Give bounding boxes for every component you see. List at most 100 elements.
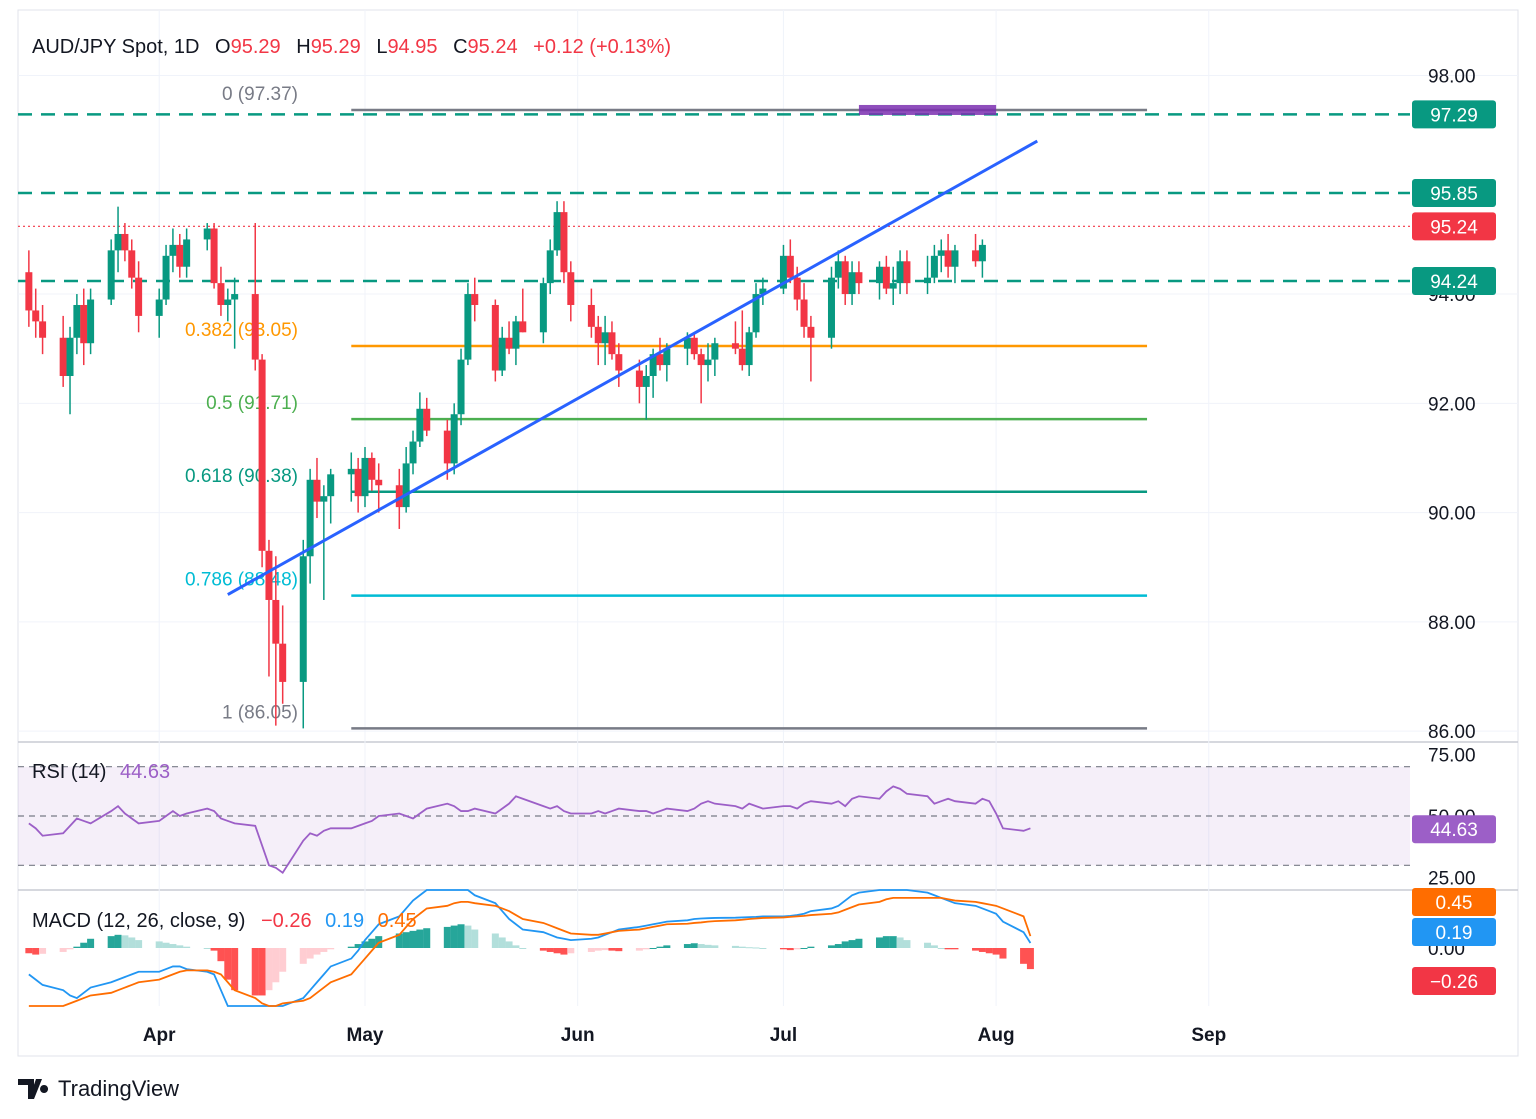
macd-hist-value: −0.26 xyxy=(261,910,312,932)
candle-body xyxy=(80,304,88,344)
candle-body xyxy=(395,485,403,508)
candle-body xyxy=(471,294,479,305)
macd-histogram-bar xyxy=(1026,948,1034,970)
candle-body xyxy=(73,304,81,338)
macd-histogram-bar xyxy=(642,948,650,950)
candle-body xyxy=(464,294,472,360)
macd-histogram-bar xyxy=(834,944,842,948)
macd-histogram-bar xyxy=(985,948,993,954)
candle-body xyxy=(155,299,163,316)
macd-line-tag: 0.19 xyxy=(1436,923,1473,944)
fib-level-label: 0 (97.37) xyxy=(222,84,298,105)
candle-body xyxy=(368,457,376,480)
candle-body xyxy=(505,337,513,349)
candle-body xyxy=(834,261,842,278)
candle-body xyxy=(519,321,527,333)
candle-body xyxy=(272,599,280,644)
candle-body xyxy=(498,337,506,371)
candle-body xyxy=(738,348,746,366)
fib-level-label: 0.382 (93.05) xyxy=(185,320,298,341)
macd-histogram-bar xyxy=(114,934,122,948)
price-tags: 97.29 95.85 95.24 94.24 44.63 0.45 0.19 −0.26 xyxy=(1412,100,1496,995)
macd-histogram-bar xyxy=(930,945,938,948)
candle-body xyxy=(663,348,671,366)
macd-histogram-bar xyxy=(848,940,856,948)
macd-histogram-bar xyxy=(594,948,602,951)
macd-histogram-bar xyxy=(704,944,712,948)
candle-body xyxy=(711,343,719,360)
macd-histogram-bar xyxy=(176,945,184,948)
macd-histogram-bar xyxy=(121,935,129,948)
rsi-value: 44.63 xyxy=(120,761,170,783)
candle-body xyxy=(608,332,616,355)
candle-body xyxy=(443,430,451,464)
candle-body xyxy=(176,244,184,267)
candle-body xyxy=(327,474,335,497)
candle-body xyxy=(183,239,191,267)
macd-histogram-bar xyxy=(553,948,561,954)
symbol-title: AUD/JPY Spot, 1D xyxy=(32,36,199,58)
candle-body xyxy=(546,250,554,284)
macd-hist-tag: −0.26 xyxy=(1430,972,1478,993)
macd-signal-tag: 0.45 xyxy=(1436,893,1473,914)
macd-histogram-bar xyxy=(368,938,376,948)
candle-body xyxy=(114,233,122,251)
candle-body xyxy=(855,272,863,284)
candle-body xyxy=(930,255,938,278)
macd-histogram-bar xyxy=(779,948,787,950)
macd-histogram-bar xyxy=(539,948,547,951)
macd-histogram-bar xyxy=(224,948,232,980)
macd-histogram-bar xyxy=(39,948,47,954)
candle-body xyxy=(135,277,143,316)
price-overlays xyxy=(227,104,1039,596)
macd-line-tag-bg xyxy=(1412,918,1496,946)
macd-histogram-bar xyxy=(162,942,170,948)
macd-histogram-bar xyxy=(656,946,664,948)
candle-body xyxy=(731,343,739,349)
candle-body xyxy=(32,310,40,322)
change-value: +0.12 (+0.13%) xyxy=(533,36,671,58)
macd-histogram-bar xyxy=(978,948,986,952)
fib-level-label: 1 (86.05) xyxy=(222,702,298,723)
price-tag: 97.29 xyxy=(1430,105,1478,126)
candle-body xyxy=(265,550,273,600)
candle-body xyxy=(169,244,177,256)
macd-histogram-bar xyxy=(944,948,952,950)
tradingview-icon xyxy=(18,1079,49,1099)
macd-histogram-bar xyxy=(793,948,801,950)
macd-histogram-bar xyxy=(80,942,88,948)
macd-histogram-bar xyxy=(306,948,314,959)
time-tick-label: Jul xyxy=(770,1025,797,1046)
macd-histogram-bar xyxy=(183,946,191,948)
macd-histogram-bar xyxy=(615,948,623,952)
macd-histogram-bar xyxy=(347,946,355,948)
candle-body xyxy=(251,294,259,360)
macd-histogram-bar xyxy=(66,948,74,950)
candle-body xyxy=(972,250,980,262)
macd-histogram-bar xyxy=(169,944,177,948)
candle-body xyxy=(59,337,67,376)
macd-histogram-bar xyxy=(512,945,520,948)
candle-body xyxy=(937,250,945,256)
candle-body xyxy=(848,272,856,295)
candle-body xyxy=(539,283,547,333)
rsi-title: RSI (14) xyxy=(32,761,106,783)
candlesticks xyxy=(25,201,986,729)
macd-histogram-bar xyxy=(992,948,1000,955)
candle-body xyxy=(800,299,808,327)
candle-body xyxy=(896,261,904,284)
close-value: 95.24 xyxy=(468,36,518,58)
macd-histogram-bar xyxy=(663,945,671,948)
candle-body xyxy=(25,272,33,311)
macd-histogram-bar xyxy=(203,948,211,949)
rsi-line xyxy=(28,785,1031,875)
candle-body xyxy=(402,463,410,508)
macd-histogram-bar xyxy=(128,937,136,948)
macd-histogram-bar xyxy=(882,936,890,948)
macd-histogram-bar xyxy=(1020,948,1028,964)
price-tick-label: 92.00 xyxy=(1428,394,1476,415)
candle-body xyxy=(745,332,753,366)
candle-body xyxy=(491,304,499,371)
macd-histogram-bar xyxy=(155,941,163,948)
